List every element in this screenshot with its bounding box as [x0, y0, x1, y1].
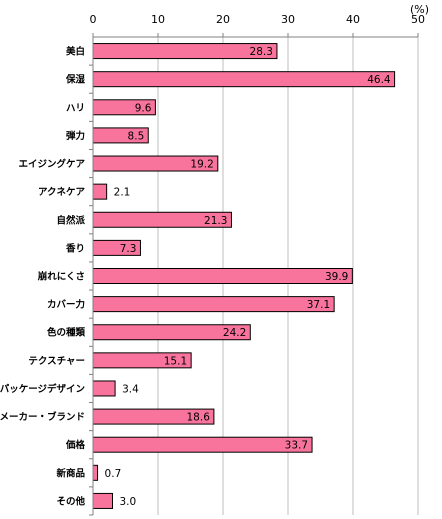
value-label: 28.3 [250, 46, 273, 58]
x-tick-label: 0 [90, 13, 97, 26]
category-label: 新商品 [56, 467, 85, 479]
value-label: 3.4 [122, 383, 139, 395]
bars: 28.3 46.4 9.6 8.5 19.2 2.1 21.3 7.3 39.9 37.1 24.2… [92, 43, 396, 509]
x-tick-label: 20 [216, 13, 230, 26]
value-label: 24.2 [223, 327, 246, 339]
value-label: 15.1 [164, 355, 187, 367]
value-label: 8.5 [128, 130, 145, 142]
value-label: 39.9 [325, 271, 348, 283]
value-label: 3.0 [120, 496, 137, 508]
category-label: 崩れにくさ [38, 271, 85, 283]
x-tick-label: 50 [411, 13, 425, 26]
category-label: 色の種類 [47, 327, 86, 339]
value-label: 18.6 [187, 412, 211, 424]
category-label: 弾力 [66, 130, 85, 142]
bar [92, 268, 353, 284]
bar [92, 183, 108, 200]
category-label: 香り [65, 242, 85, 254]
value-label: 33.7 [285, 440, 308, 452]
bar [92, 492, 113, 509]
category-label: アクネケア [38, 187, 86, 198]
bar [92, 464, 99, 481]
category-label: テクスチャー [28, 356, 85, 367]
category-label: カバー力 [47, 299, 85, 311]
value-label: 7.3 [120, 243, 137, 255]
bar [92, 436, 313, 453]
unit-label: (%) [410, 3, 429, 16]
value-label: 19.2 [190, 159, 213, 171]
bar [92, 71, 396, 88]
value-label: 37.1 [307, 299, 330, 311]
x-tick-label: 40 [346, 13, 360, 26]
category-label: ハリ [66, 103, 85, 114]
value-label: 9.6 [135, 102, 152, 114]
value-label: 0.7 [105, 468, 122, 480]
category-label: 保湿 [65, 74, 86, 86]
x-tick-label: 30 [281, 13, 295, 26]
value-label: 21.3 [204, 215, 227, 227]
axes: 0 10 20 30 40 50 美白保湿ハリ弾力エイジングケアアクネケア自然派香り崩れにく… [0, 13, 425, 516]
category-label: エイジングケア [18, 158, 85, 170]
category-label: その他 [56, 495, 85, 507]
category-label: 自然派 [56, 214, 85, 226]
value-label: 46.4 [367, 74, 391, 86]
category-label: パッケージデザイン [0, 383, 85, 395]
bar [92, 296, 335, 313]
value-label: 2.1 [114, 187, 131, 199]
category-label: 価格 [65, 439, 86, 451]
category-label: 美白 [65, 46, 85, 58]
bar [92, 380, 116, 397]
category-label: メーカー・ブランド [0, 411, 85, 423]
x-tick-label: 10 [151, 13, 165, 26]
